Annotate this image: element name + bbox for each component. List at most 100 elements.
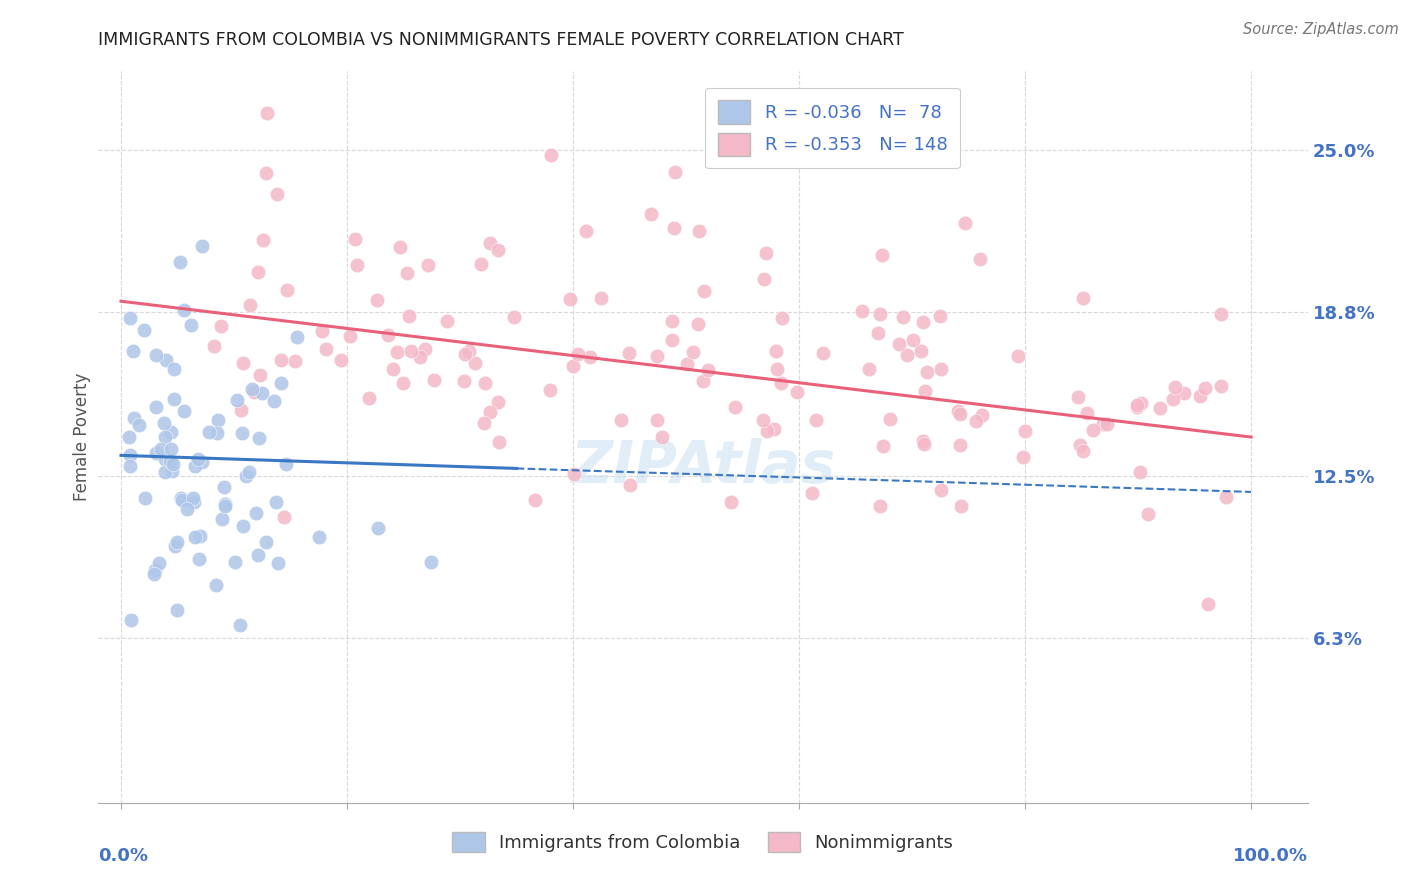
Point — [969, 252, 991, 266]
Point — [155, 430, 177, 444]
Point — [950, 499, 973, 513]
Point — [765, 344, 787, 359]
Point — [209, 318, 232, 333]
Point — [697, 363, 720, 377]
Point — [676, 357, 699, 371]
Point — [486, 394, 509, 409]
Point — [285, 330, 308, 344]
Point — [575, 224, 598, 238]
Point — [395, 266, 418, 280]
Point — [315, 343, 337, 357]
Point — [346, 258, 368, 272]
Point — [254, 535, 277, 549]
Point — [1076, 406, 1098, 420]
Point — [523, 492, 546, 507]
Point — [949, 407, 972, 421]
Point — [1007, 349, 1029, 363]
Point — [359, 391, 381, 405]
Y-axis label: Female Poverty: Female Poverty — [73, 373, 91, 501]
Point — [800, 486, 823, 500]
Point — [143, 566, 166, 581]
Point — [284, 353, 307, 368]
Point — [270, 376, 292, 390]
Point — [330, 352, 353, 367]
Point — [1129, 465, 1152, 479]
Point — [270, 353, 292, 368]
Point — [1081, 423, 1104, 437]
Point — [399, 343, 422, 358]
Point — [409, 351, 432, 365]
Point — [479, 405, 502, 419]
Point — [1067, 390, 1090, 404]
Point — [949, 438, 972, 452]
Point — [1069, 438, 1091, 452]
Point — [454, 347, 477, 361]
Point — [686, 317, 709, 331]
Point — [915, 366, 938, 380]
Point — [912, 437, 935, 451]
Point — [232, 356, 254, 370]
Text: ZIPAtlas: ZIPAtlas — [571, 438, 835, 495]
Point — [752, 271, 775, 285]
Point — [180, 318, 202, 332]
Point — [148, 557, 170, 571]
Point — [120, 458, 142, 473]
Point — [756, 425, 779, 439]
Point — [153, 416, 176, 430]
Point — [869, 499, 891, 513]
Point — [266, 187, 288, 202]
Point — [377, 327, 399, 342]
Point — [155, 353, 177, 368]
Point — [486, 244, 509, 258]
Point — [664, 165, 686, 179]
Point — [786, 384, 808, 399]
Point — [662, 221, 685, 235]
Point — [1215, 490, 1237, 504]
Point — [561, 359, 583, 373]
Point — [453, 374, 475, 388]
Point — [765, 362, 787, 376]
Point — [214, 497, 236, 511]
Point — [224, 555, 246, 569]
Point — [366, 293, 388, 308]
Point — [181, 491, 204, 505]
Point — [1163, 380, 1185, 394]
Point — [609, 412, 631, 426]
Point — [474, 376, 496, 390]
Point — [419, 555, 441, 569]
Point — [187, 452, 209, 467]
Point — [851, 303, 873, 318]
Point — [1095, 417, 1118, 431]
Point — [170, 492, 193, 507]
Text: 0.0%: 0.0% — [98, 847, 149, 864]
Point — [589, 291, 612, 305]
Point — [166, 602, 188, 616]
Point — [162, 457, 184, 471]
Point — [389, 240, 412, 254]
Point — [912, 434, 935, 448]
Point — [264, 495, 287, 509]
Point — [1126, 400, 1149, 414]
Text: 100.0%: 100.0% — [1233, 847, 1308, 864]
Point — [267, 557, 290, 571]
Point — [1014, 425, 1036, 439]
Point — [1136, 507, 1159, 521]
Point — [263, 394, 285, 409]
Point — [755, 245, 778, 260]
Point — [929, 361, 952, 376]
Point — [478, 235, 501, 250]
Point — [770, 376, 793, 391]
Point — [692, 374, 714, 388]
Point — [191, 239, 214, 253]
Point — [946, 404, 969, 418]
Point — [205, 426, 228, 441]
Point — [225, 392, 247, 407]
Point — [579, 351, 602, 365]
Point — [232, 519, 254, 533]
Point — [145, 446, 167, 460]
Point — [188, 551, 211, 566]
Point — [1194, 381, 1216, 395]
Point — [811, 346, 834, 360]
Point — [645, 349, 668, 363]
Point — [724, 400, 747, 414]
